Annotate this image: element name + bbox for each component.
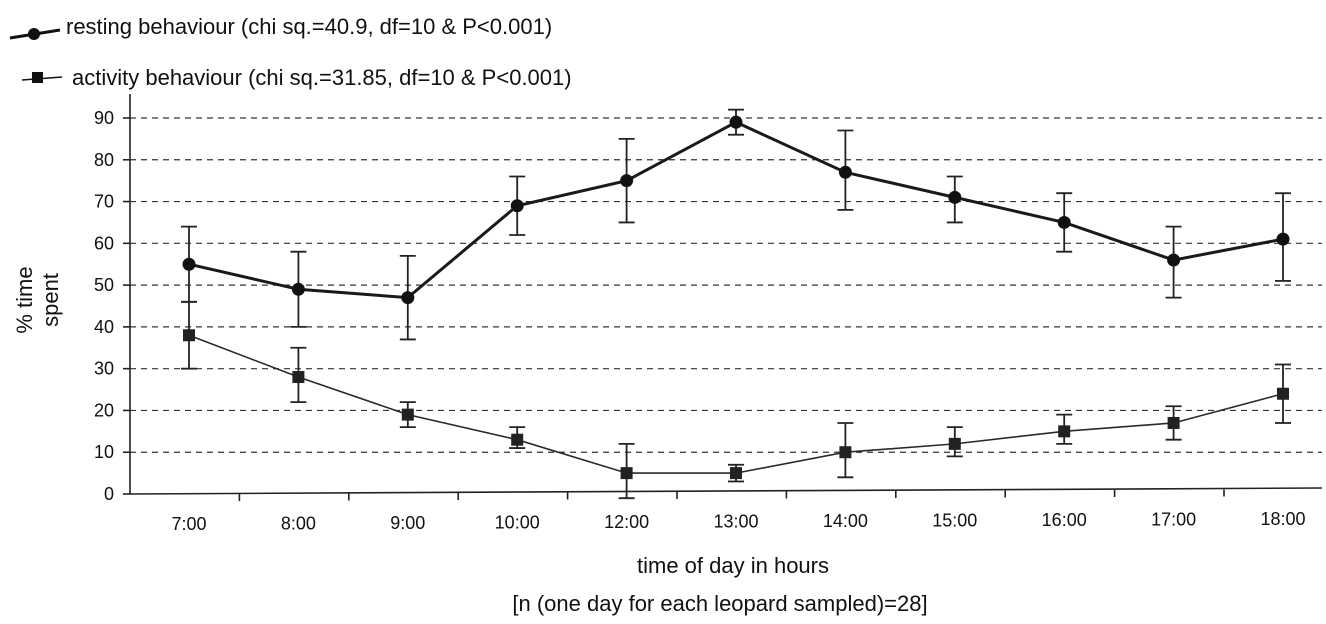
- legend-square-marker-icon: [32, 72, 43, 83]
- data-point: [620, 174, 634, 188]
- data-point: [1167, 253, 1181, 267]
- data-point: [510, 199, 524, 213]
- data-point: [1167, 416, 1180, 429]
- data-point: [1057, 215, 1071, 229]
- data-point: [292, 371, 305, 384]
- y-tick-label: 60: [94, 233, 114, 253]
- y-axis-label-line1: % time: [12, 266, 37, 333]
- x-tick-label: 15:00: [932, 511, 977, 531]
- data-point: [620, 467, 633, 480]
- y-tick-label: 80: [94, 150, 114, 170]
- data-point: [730, 467, 742, 480]
- series: [181, 108, 1291, 500]
- data-point: [1058, 425, 1071, 438]
- y-axis-label: % time spent: [12, 266, 63, 333]
- y-axis-label-line2: spent: [38, 273, 63, 327]
- x-tick-label: 13:00: [713, 512, 758, 532]
- data-point: [948, 437, 961, 450]
- data-point: [838, 165, 852, 179]
- x-axis-note: [n (one day for each leopard sampled)=28…: [512, 591, 927, 616]
- y-tick-label: 90: [94, 108, 114, 128]
- x-tick-label: 16:00: [1042, 510, 1087, 530]
- legend-label-activity: activity behaviour (chi sq.=31.85, df=10…: [72, 65, 572, 90]
- x-tick-label: 8:00: [281, 514, 316, 534]
- x-axis-label: time of day in hours: [637, 553, 829, 578]
- data-point: [182, 257, 196, 271]
- legend-circle-marker-icon: [28, 28, 40, 40]
- x-tick-label: 7:00: [171, 514, 206, 534]
- data-point: [729, 115, 743, 129]
- data-point: [948, 190, 962, 204]
- data-point: [839, 446, 852, 459]
- legend-entry-activity: activity behaviour (chi sq.=31.85, df=10…: [21, 65, 572, 90]
- axes: [123, 94, 1323, 501]
- grid-lines: [130, 117, 1322, 453]
- x-tick-label: 12:00: [604, 512, 649, 532]
- data-point: [1276, 232, 1290, 246]
- series-resting: [181, 108, 1291, 341]
- legend: resting behaviour (chi sq.=40.9, df=10 &…: [9, 14, 572, 90]
- data-point: [183, 329, 195, 342]
- series-activity: [181, 300, 1291, 500]
- data-point: [511, 433, 524, 446]
- y-tick-label: 70: [94, 192, 114, 212]
- data-point: [401, 291, 415, 305]
- y-tick-label: 0: [104, 484, 114, 504]
- data-point: [401, 408, 414, 421]
- x-tick-label: 9:00: [390, 513, 425, 533]
- y-tick-label: 40: [94, 317, 114, 337]
- data-point: [1277, 387, 1289, 400]
- x-tick-label: 18:00: [1260, 509, 1305, 529]
- x-tick-label: 10:00: [495, 513, 540, 533]
- x-tick-label: 14:00: [823, 511, 868, 531]
- data-point: [291, 282, 305, 296]
- y-tick-labels: 0 10 20 30 40 50 60 70 80 90: [94, 108, 114, 504]
- y-tick-label: 50: [94, 275, 114, 295]
- x-tick-label: 17:00: [1151, 510, 1196, 530]
- x-axis-line: [129, 487, 1323, 495]
- y-tick-label: 30: [94, 359, 114, 379]
- y-tick-label: 10: [94, 442, 114, 462]
- series-line: [188, 120, 1284, 300]
- x-tick-labels: 7:00 8:00 9:00 10:00 12:00 13:00 14:00 15:00 16:…: [171, 509, 1305, 534]
- legend-label-resting: resting behaviour (chi sq.=40.9, df=10 &…: [66, 14, 552, 39]
- legend-entry-resting: resting behaviour (chi sq.=40.9, df=10 &…: [9, 14, 552, 40]
- y-tick-label: 20: [94, 400, 114, 420]
